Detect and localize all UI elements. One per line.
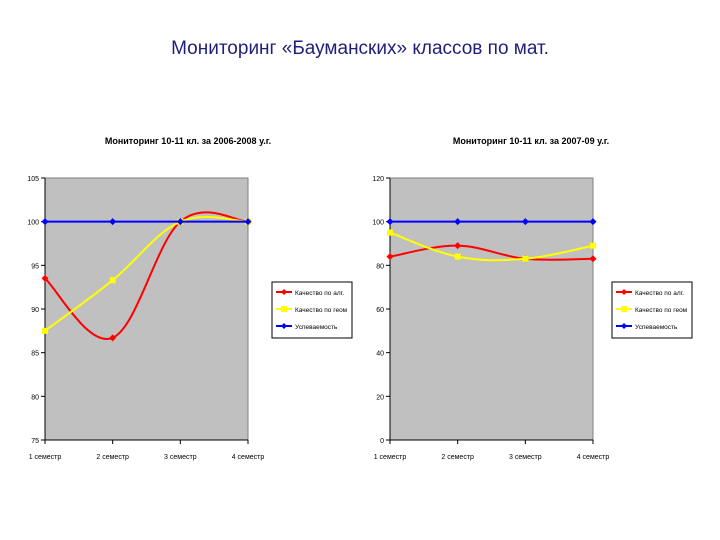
legend-label: Качество по геом — [635, 307, 688, 314]
series-point-0 — [41, 274, 49, 282]
x-tick-label: 2 семестр — [96, 454, 129, 461]
series-line-1 — [44, 215, 249, 332]
legend-label: Успеваемость — [295, 324, 338, 331]
series-point-2 — [521, 218, 529, 226]
chart-2006-2008: Мониторинг 10-11 кл. за 2006-2008 у.г. 75… — [27, 136, 353, 461]
series-point-2 — [386, 218, 394, 226]
y-tick-label: 100 — [27, 220, 39, 227]
chart-title: Мониторинг 10-11 кл. за 2007-09 у.г. — [453, 136, 609, 146]
series-point-0 — [589, 255, 597, 263]
legend-marker — [281, 289, 287, 295]
series-point-1 — [454, 253, 461, 260]
legend-marker — [621, 323, 627, 329]
x-tick-label: 3 семестр — [509, 454, 542, 461]
series-point-2 — [589, 218, 597, 226]
y-tick-label: 40 — [376, 351, 384, 358]
y-tick-label: 105 — [27, 176, 39, 183]
x-tick-label: 4 семестр — [577, 454, 610, 461]
legend-label: Качество по алг. — [295, 290, 344, 297]
y-tick-label: 90 — [31, 307, 39, 314]
y-tick-label: 80 — [31, 394, 39, 401]
slide-title: Мониторинг «Бауманских» классов по мат. — [171, 38, 549, 59]
x-tick-label: 1 семестр — [374, 454, 407, 461]
series-point-1 — [590, 242, 596, 249]
legend-marker — [621, 306, 627, 312]
x-tick-label: 1 семестр — [29, 454, 62, 461]
x-tick-label: 3 семестр — [164, 454, 197, 461]
legend-marker — [281, 323, 287, 329]
series-point-2 — [109, 218, 117, 226]
legend-marker — [621, 289, 627, 295]
series-point-1 — [109, 277, 116, 284]
series-line-1 — [389, 231, 594, 262]
legend-label: Успеваемость — [635, 324, 678, 331]
y-tick-label: 20 — [376, 394, 384, 401]
chart-title: Мониторинг 10-11 кл. за 2006-2008 у.г. — [105, 136, 271, 146]
y-tick-label: 80 — [376, 263, 384, 270]
y-tick-label: 60 — [376, 307, 384, 314]
y-tick-label: 75 — [31, 438, 39, 445]
series-point-0 — [386, 253, 394, 261]
series-point-1 — [42, 327, 48, 334]
y-tick-label: 100 — [372, 220, 384, 227]
legend-label: Качество по геом — [295, 307, 348, 314]
legend-marker — [281, 306, 287, 312]
series-point-2 — [244, 218, 252, 226]
series-point-2 — [454, 218, 462, 226]
series-point-0 — [454, 242, 462, 250]
y-tick-label: 0 — [380, 438, 384, 445]
series-point-2 — [176, 218, 184, 226]
series-line-0 — [44, 211, 249, 340]
x-tick-label: 4 семестр — [232, 454, 265, 461]
series-point-1 — [387, 229, 393, 236]
series-point-1 — [522, 255, 529, 262]
x-tick-label: 2 семестр — [441, 454, 474, 461]
y-tick-label: 120 — [372, 176, 384, 183]
series-point-2 — [41, 218, 49, 226]
legend-label: Качество по алг. — [635, 290, 684, 297]
plot-area — [389, 177, 594, 441]
series-line-0 — [389, 244, 594, 261]
y-tick-label: 85 — [31, 351, 39, 358]
y-tick-label: 95 — [31, 263, 39, 270]
series-point-0 — [109, 334, 117, 342]
chart-2007-2009: Мониторинг 10-11 кл. за 2007-09 у.г. 0 20 4… — [372, 136, 693, 461]
